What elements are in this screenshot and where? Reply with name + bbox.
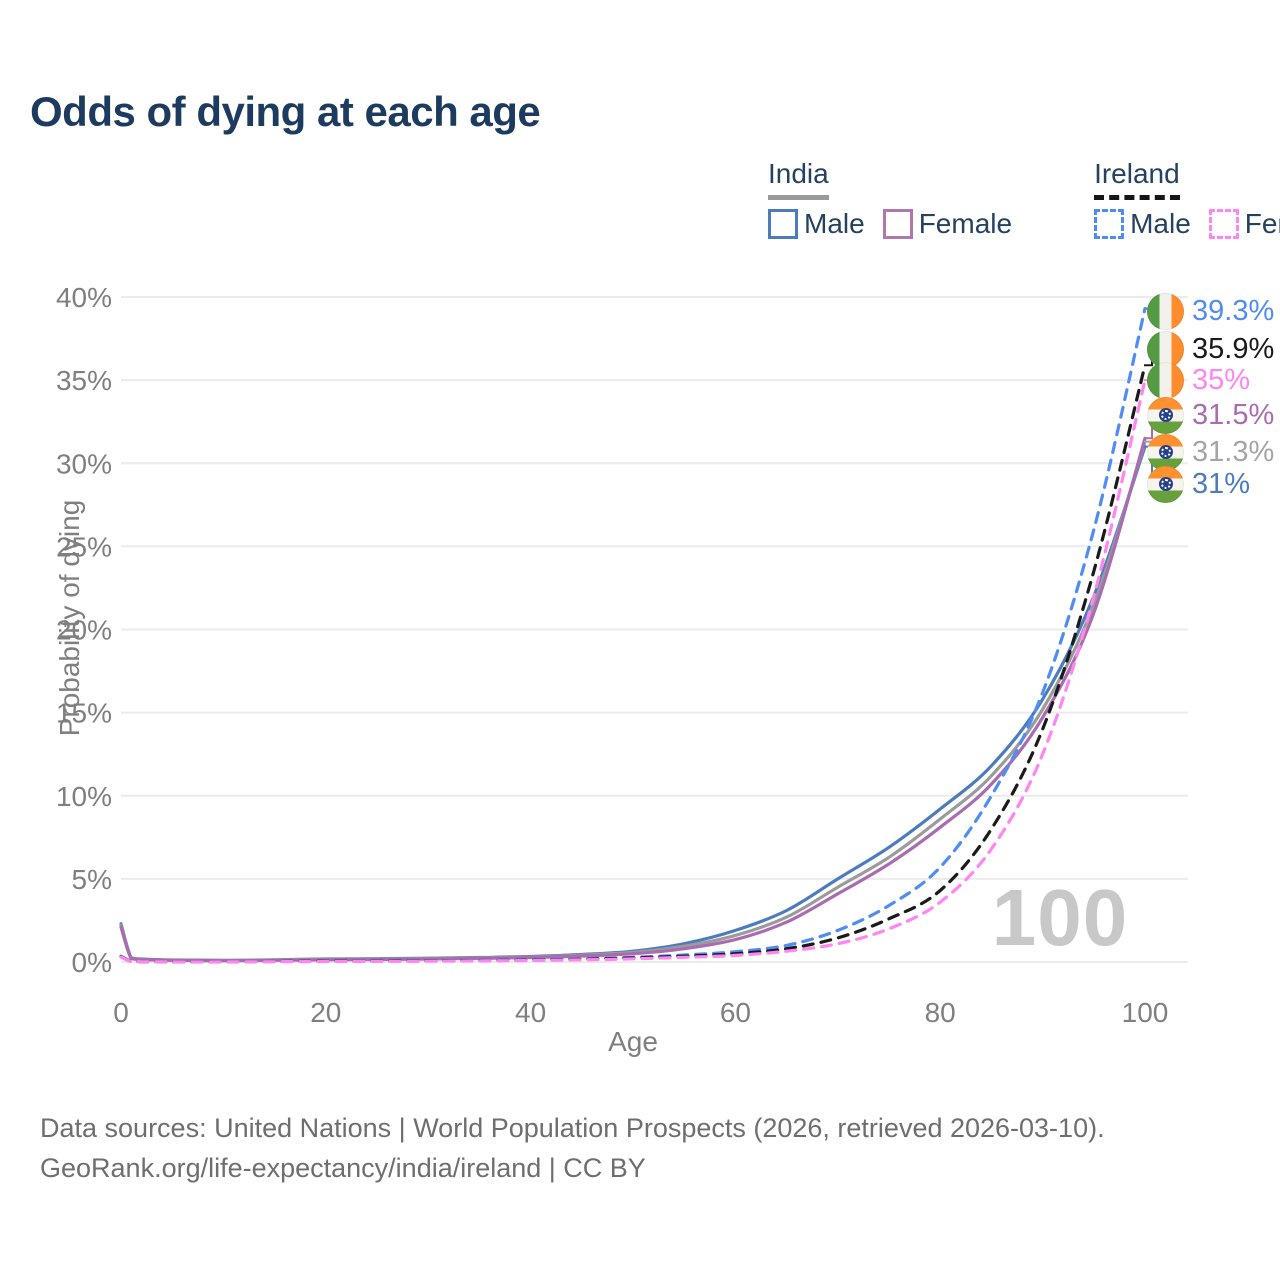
footer-sources: Data sources: United Nations | World Pop… <box>40 1113 1105 1143</box>
series-line-ireland-female[interactable] <box>119 378 1147 964</box>
end-label-row: 31% <box>1147 465 1250 503</box>
y-tick-label: 5% <box>72 864 112 895</box>
x-tick-label: 0 <box>113 997 129 1028</box>
india-flag-icon <box>1147 396 1184 434</box>
footer-attribution: GeoRank.org/life-expectancy/india/irelan… <box>40 1153 646 1183</box>
legend-item-india-female[interactable]: Female <box>882 208 1013 240</box>
ireland-flag-icon <box>1147 330 1184 368</box>
end-label-row: 39.3% <box>1147 292 1274 330</box>
y-tick-label: 0% <box>72 947 112 978</box>
legend-country-ireland[interactable]: Ireland <box>1094 158 1180 200</box>
ashoka-chakra-icon <box>1158 477 1173 491</box>
x-tick-label: 20 <box>310 997 341 1028</box>
legend-group-ireland: Ireland Male Female <box>1094 158 1280 240</box>
legend-item-label: Male <box>804 208 865 239</box>
legend-item-label: Female <box>1244 208 1280 239</box>
ireland-flag-icon <box>1147 292 1184 330</box>
y-tick-label: 20% <box>56 615 112 646</box>
legend: India Male Female Ireland Male <box>768 158 1280 240</box>
legend-item-ireland-female[interactable]: Female <box>1208 208 1280 240</box>
legend-country-india[interactable]: India <box>768 158 829 200</box>
y-tick-label: 25% <box>56 531 112 562</box>
ireland-female-swatch-icon <box>1208 209 1239 239</box>
end-label-value: 35.9% <box>1192 332 1275 365</box>
x-tick-label: 80 <box>925 997 956 1028</box>
y-axis-title: Probability of dying <box>54 499 85 737</box>
x-tick-label: 100 <box>1122 997 1169 1028</box>
india-flag-icon <box>1147 433 1184 471</box>
y-tick-label: 30% <box>56 448 112 479</box>
end-label-row: 31.5% <box>1147 396 1274 434</box>
y-tick-label: 40% <box>56 282 112 313</box>
end-label-row: 35% <box>1147 361 1250 399</box>
legend-group-india: India Male Female <box>768 158 1012 240</box>
ashoka-chakra-icon <box>1158 408 1173 422</box>
x-axis-title: Age <box>608 1026 658 1057</box>
india-female-swatch-icon <box>882 209 913 239</box>
legend-item-ireland-male[interactable]: Male <box>1094 208 1191 240</box>
x-tick-label: 60 <box>720 997 751 1028</box>
x-tick-label: 40 <box>515 997 546 1028</box>
y-tick-label: 35% <box>56 365 112 396</box>
ireland-flag-icon <box>1147 361 1184 399</box>
end-label-value: 31% <box>1192 467 1251 500</box>
page-title: Odds of dying at each age <box>30 88 541 135</box>
legend-item-label: Female <box>918 208 1013 239</box>
end-label-row: 31.3% <box>1147 433 1274 471</box>
ireland-male-swatch-icon <box>1094 209 1125 239</box>
india-flag-icon <box>1147 465 1184 503</box>
y-tick-label: 10% <box>56 781 112 812</box>
end-label-value: 35% <box>1192 363 1251 396</box>
footer: Data sources: United Nations | World Pop… <box>40 1108 1105 1188</box>
end-label-value: 31.5% <box>1192 398 1275 431</box>
series-line-ireland-male[interactable] <box>119 307 1147 964</box>
end-label-value: 31.3% <box>1192 435 1275 468</box>
end-label-value: 39.3% <box>1192 294 1275 327</box>
end-label-row: 35.9% <box>1147 330 1274 368</box>
legend-item-label: Male <box>1130 208 1191 239</box>
hover-age-watermark: 100 <box>991 873 1129 962</box>
y-tick-label: 15% <box>56 698 112 729</box>
legend-item-india-male[interactable]: Male <box>768 208 865 240</box>
ashoka-chakra-icon <box>1158 445 1173 459</box>
india-male-swatch-icon <box>768 209 798 239</box>
